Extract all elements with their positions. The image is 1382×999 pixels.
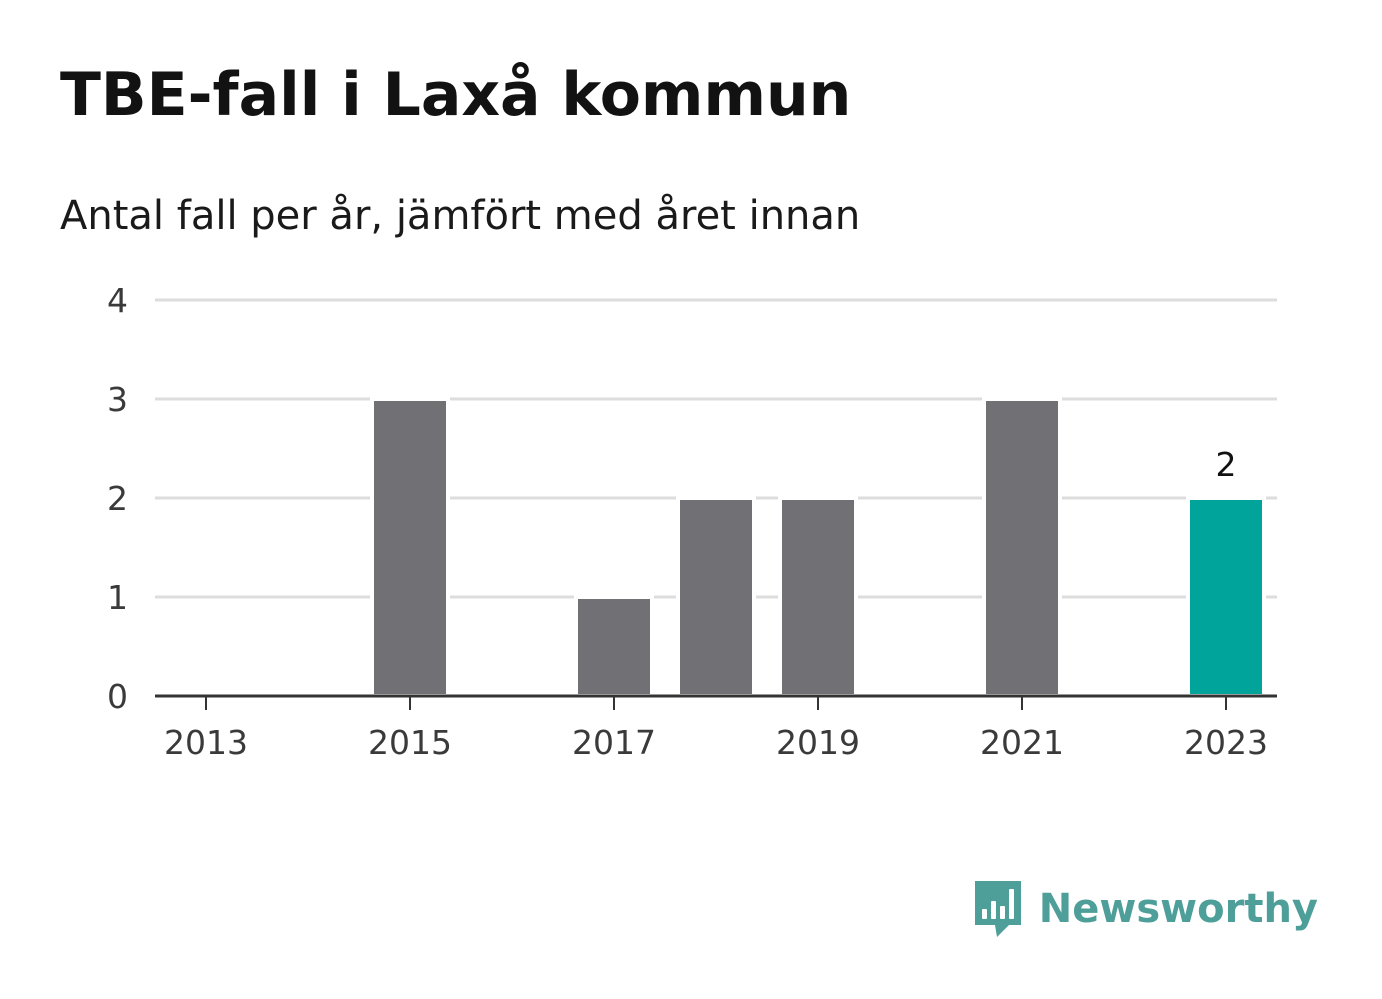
x-axis — [155, 694, 1277, 710]
y-tick-label-1: 1 — [107, 578, 128, 617]
newsworthy-bar-chart-icon — [974, 881, 1021, 937]
newsworthy-logo: Newsworthy — [973, 879, 1318, 939]
bar-2017 — [574, 595, 654, 698]
bars — [370, 397, 1266, 698]
y-tick-label-4: 4 — [107, 281, 128, 320]
x-tick-label-2019: 2019 — [776, 723, 860, 762]
brand-name: Newsworthy — [1038, 886, 1318, 932]
x-axis-tick-labels: 2013 2015 2017 2019 2021 2023 — [164, 723, 1268, 762]
x-tick-label-2021: 2021 — [980, 723, 1064, 762]
bar-2018 — [676, 496, 756, 698]
x-tick-label-2013: 2013 — [164, 723, 248, 762]
y-tick-label-3: 3 — [107, 380, 128, 419]
y-axis-tick-labels: 0 1 2 3 4 — [107, 281, 128, 716]
chart-title: TBE-fall i Laxå kommun — [60, 60, 852, 130]
x-tick-label-2017: 2017 — [572, 723, 656, 762]
chart-subtitle: Antal fall per år, jämfört med året inna… — [60, 193, 861, 239]
data-labels: 2 — [1216, 445, 1237, 484]
bar-2021 — [982, 397, 1062, 698]
data-label-2023: 2 — [1216, 445, 1237, 484]
y-tick-label-2: 2 — [107, 479, 128, 518]
x-tick-label-2015: 2015 — [368, 723, 452, 762]
bar-2015 — [370, 397, 450, 698]
bar-2019 — [778, 496, 858, 698]
x-tick-label-2023: 2023 — [1184, 723, 1268, 762]
y-tick-label-0: 0 — [107, 677, 128, 716]
bar-2023 — [1186, 496, 1266, 698]
